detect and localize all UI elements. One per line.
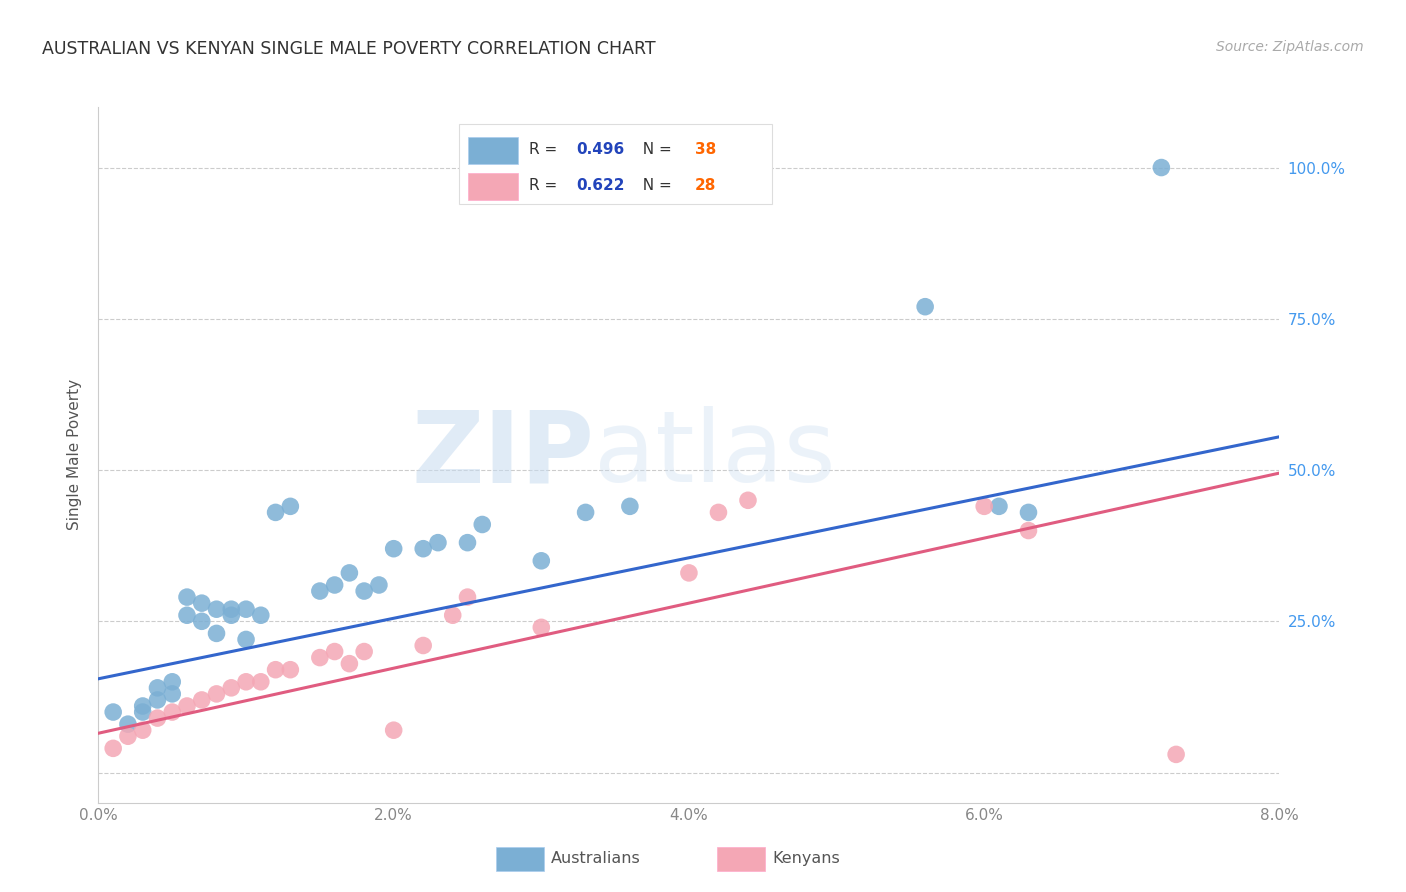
Point	[132, 698, 155, 713]
Point	[103, 705, 125, 719]
Point	[250, 674, 273, 689]
Y-axis label: Single Male Poverty: Single Male Poverty	[67, 379, 83, 531]
Point	[530, 554, 553, 568]
Text: N =: N =	[634, 178, 678, 194]
Point	[353, 644, 375, 658]
Text: Kenyans: Kenyans	[772, 852, 839, 866]
Point	[146, 711, 169, 725]
Point	[457, 535, 479, 549]
Point	[132, 723, 155, 738]
Point	[191, 693, 214, 707]
Point	[280, 500, 302, 514]
Point	[353, 584, 375, 599]
FancyBboxPatch shape	[458, 124, 772, 204]
Point	[339, 566, 361, 580]
Point	[471, 517, 494, 532]
Point	[162, 705, 183, 719]
Point	[191, 596, 214, 610]
Text: 0.622: 0.622	[576, 178, 626, 194]
Point	[146, 681, 169, 695]
Point	[176, 608, 198, 623]
Text: R =: R =	[530, 142, 562, 157]
Point	[1018, 524, 1040, 538]
Point	[973, 500, 995, 514]
Text: 28: 28	[695, 178, 716, 194]
Point	[176, 590, 198, 604]
Point	[309, 650, 332, 665]
Point	[368, 578, 391, 592]
Point	[235, 602, 257, 616]
Text: Australians: Australians	[551, 852, 641, 866]
Point	[205, 687, 228, 701]
FancyBboxPatch shape	[468, 137, 517, 164]
Point	[412, 639, 434, 653]
Text: 38: 38	[695, 142, 716, 157]
Point	[457, 590, 479, 604]
Point	[117, 729, 139, 743]
Point	[1150, 161, 1173, 175]
Text: N =: N =	[634, 142, 678, 157]
Text: 0.496: 0.496	[576, 142, 626, 157]
Point	[323, 644, 346, 658]
Text: atlas: atlas	[595, 407, 837, 503]
Text: AUSTRALIAN VS KENYAN SINGLE MALE POVERTY CORRELATION CHART: AUSTRALIAN VS KENYAN SINGLE MALE POVERTY…	[42, 40, 655, 58]
Point	[914, 300, 936, 314]
Point	[382, 541, 405, 556]
Text: ZIP: ZIP	[412, 407, 595, 503]
Point	[250, 608, 273, 623]
Point	[427, 535, 450, 549]
Point	[117, 717, 139, 731]
Point	[205, 626, 228, 640]
Point	[162, 687, 183, 701]
FancyBboxPatch shape	[468, 173, 517, 201]
Point	[339, 657, 361, 671]
Point	[323, 578, 346, 592]
Point	[707, 505, 730, 519]
Point	[382, 723, 405, 738]
Point	[988, 500, 1011, 514]
Point	[737, 493, 759, 508]
Point	[221, 608, 243, 623]
Point	[132, 705, 155, 719]
Point	[1018, 505, 1040, 519]
Point	[103, 741, 125, 756]
Point	[176, 698, 198, 713]
Point	[162, 674, 183, 689]
Text: R =: R =	[530, 178, 562, 194]
Point	[530, 620, 553, 634]
Point	[205, 602, 228, 616]
Point	[191, 615, 214, 629]
Point	[309, 584, 332, 599]
Point	[221, 602, 243, 616]
Point	[146, 693, 169, 707]
Point	[1166, 747, 1188, 762]
Text: Source: ZipAtlas.com: Source: ZipAtlas.com	[1216, 40, 1364, 54]
Point	[678, 566, 700, 580]
Point	[412, 541, 434, 556]
Point	[235, 632, 257, 647]
Point	[441, 608, 464, 623]
Point	[264, 663, 287, 677]
Point	[575, 505, 598, 519]
Point	[221, 681, 243, 695]
Point	[280, 663, 302, 677]
Point	[235, 674, 257, 689]
Point	[619, 500, 641, 514]
Point	[264, 505, 287, 519]
